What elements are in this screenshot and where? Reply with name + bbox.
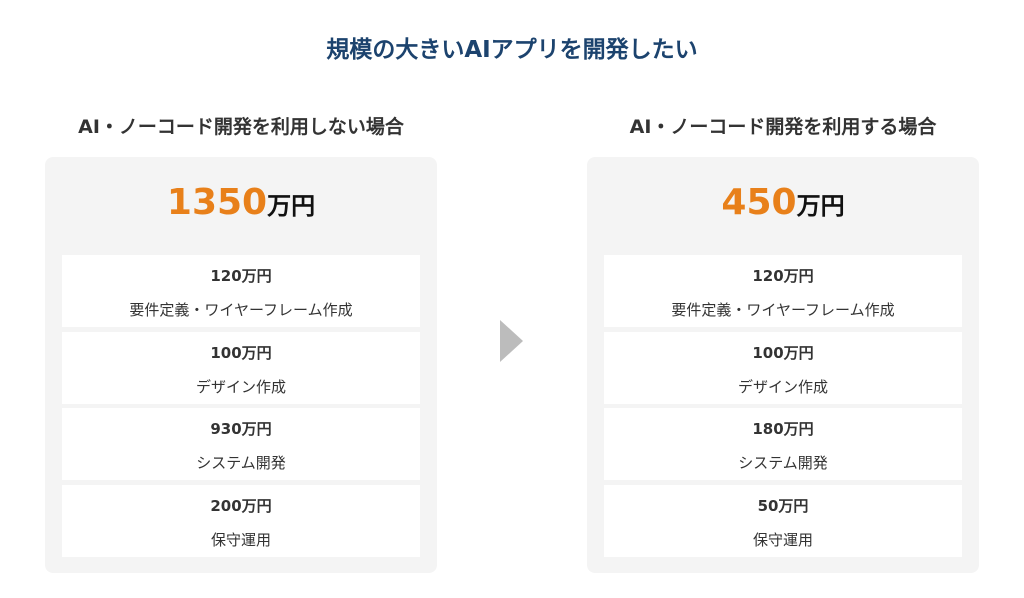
column-without-ai: AI・ノーコード開発を利用しない場合 1350万円 120万円 要件定義・ワイヤ… [45,110,437,573]
cost-item: 100万円 デザイン作成 [62,332,420,404]
column-heading: AI・ノーコード開発を利用する場合 [629,116,937,138]
total-value: 450 [721,182,797,223]
cost-item: 120万円 要件定義・ワイヤーフレーム作成 [604,255,962,327]
cost-label: 要件定義・ワイヤーフレーム作成 [671,301,895,319]
total-unit: 万円 [267,192,316,220]
total-cost: 1350万円 [45,157,437,255]
cost-card: 450万円 120万円 要件定義・ワイヤーフレーム作成 100万円 デザイン作成… [587,157,979,573]
cost-amount: 100万円 [752,344,814,362]
cost-label: システム開発 [196,454,286,472]
cost-item: 180万円 システム開発 [604,408,962,480]
cost-card: 1350万円 120万円 要件定義・ワイヤーフレーム作成 100万円 デザイン作… [45,157,437,573]
cost-amount: 50万円 [757,497,809,515]
cost-item: 120万円 要件定義・ワイヤーフレーム作成 [62,255,420,327]
column-with-ai: AI・ノーコード開発を利用する場合 450万円 120万円 要件定義・ワイヤーフ… [587,110,979,573]
total-unit: 万円 [796,192,845,220]
total-cost: 450万円 [587,157,979,255]
column-heading: AI・ノーコード開発を利用しない場合 [78,116,404,138]
cost-label: 保守運用 [752,531,813,549]
cost-item: 50万円 保守運用 [604,485,962,557]
cost-amount: 120万円 [752,267,814,285]
cost-amount: 930万円 [210,420,272,438]
cost-amount: 120万円 [210,267,272,285]
cost-item: 200万円 保守運用 [62,485,420,557]
cost-amount: 100万円 [210,344,272,362]
page-title: 規模の大きいAIアプリを開発したい [326,37,698,63]
cost-amount: 180万円 [752,420,814,438]
triangle-right-icon [500,320,523,362]
cost-label: デザイン作成 [195,378,286,396]
cost-amount: 200万円 [210,497,272,515]
cost-item: 930万円 システム開発 [62,408,420,480]
cost-label: 保守運用 [210,531,271,549]
cost-label: デザイン作成 [737,378,828,396]
cost-label: システム開発 [738,454,828,472]
cost-item: 100万円 デザイン作成 [604,332,962,404]
cost-label: 要件定義・ワイヤーフレーム作成 [129,301,353,319]
total-value: 1350 [166,182,268,223]
